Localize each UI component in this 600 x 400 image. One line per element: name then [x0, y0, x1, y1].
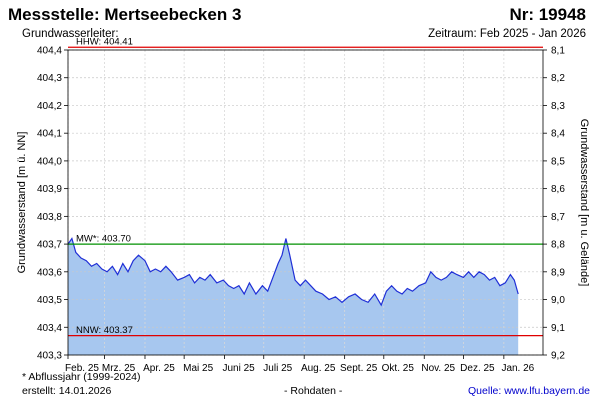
y-tick-label: 404,1 [37, 129, 62, 140]
ref-label-mw: MW*: 403.70 [76, 234, 131, 245]
y-tick-label: 404,2 [37, 101, 62, 112]
y-tick-label: 403,9 [37, 184, 62, 195]
series-area [68, 238, 519, 355]
raw-data-label: - Rohdaten - [284, 385, 343, 397]
y2-tick-label: 8,9 [551, 267, 565, 278]
y-tick-label: 403,3 [37, 351, 62, 362]
y-tick-label: 404,3 [37, 73, 62, 84]
series-line [67, 237, 519, 307]
created-date: erstellt: 14.01.2026 [22, 385, 112, 397]
x-tick-label: Apr. 25 [143, 363, 175, 374]
y2-tick-label: 8,3 [551, 101, 565, 112]
y-tick-label: 403,6 [37, 267, 62, 278]
source: Quelle: www.lfu.bayern.de [468, 385, 590, 397]
period-label: Zeitraum: Feb 2025 - Jan 2026 [428, 28, 586, 40]
y2-tick-label: 8,2 [551, 73, 565, 84]
y-axis-title: Grundwasserstand [m ü. NN] [16, 132, 28, 274]
x-tick-label: Mai 25 [183, 363, 213, 374]
y-tick-label: 404,0 [37, 156, 62, 167]
y2-tick-label: 8,1 [551, 46, 565, 57]
y-tick-label: 403,4 [37, 323, 62, 334]
y-tick-label: 403,7 [37, 240, 62, 251]
footnote: * Abflussjahr (1999-2024) [22, 371, 141, 383]
y2-tick-label: 9,1 [551, 323, 565, 334]
x-tick-label: Nov. 25 [421, 363, 455, 374]
y2-tick-label: 8,4 [551, 129, 565, 140]
x-tick-label: Jan. 26 [501, 363, 534, 374]
y2-tick-label: 8,6 [551, 184, 565, 195]
y2-axis-title: Grundwasserstand [m u. Gelände] [578, 119, 590, 287]
ref-label-hhw: HHW: 404.41 [76, 37, 133, 48]
x-tick-label: Mrz. 25 [102, 363, 136, 374]
x-tick-label: Dez. 25 [460, 363, 495, 374]
x-tick-label: Aug. 25 [301, 363, 336, 374]
x-tick-label: Okt. 25 [382, 363, 415, 374]
y-tick-label: 404,4 [37, 46, 62, 57]
page-title: Messstelle: Mertseebecken 3 [8, 5, 242, 24]
ref-label-nnw: NNW: 403.37 [76, 325, 133, 336]
x-tick-label: Juli 25 [263, 363, 292, 374]
source-prefix: Quelle: [468, 385, 505, 397]
x-tick-label: Feb. 25 [65, 363, 99, 374]
y2-tick-label: 9,2 [551, 351, 565, 362]
source-link[interactable]: www.lfu.bayern.de [504, 385, 590, 397]
station-number: Nr: 19948 [509, 5, 586, 24]
y-tick-label: 403,5 [37, 295, 62, 306]
y2-tick-label: 9,0 [551, 295, 565, 306]
x-tick-label: Sept. 25 [340, 363, 378, 374]
y2-tick-label: 8,5 [551, 156, 565, 167]
y-tick-label: 403,8 [37, 212, 62, 223]
aquifer-label: Grundwasserleiter: [22, 28, 119, 40]
x-tick-label: Juni 25 [222, 363, 255, 374]
y2-tick-label: 8,7 [551, 212, 565, 223]
plot-frame [67, 49, 544, 356]
y2-tick-label: 8,8 [551, 240, 565, 251]
